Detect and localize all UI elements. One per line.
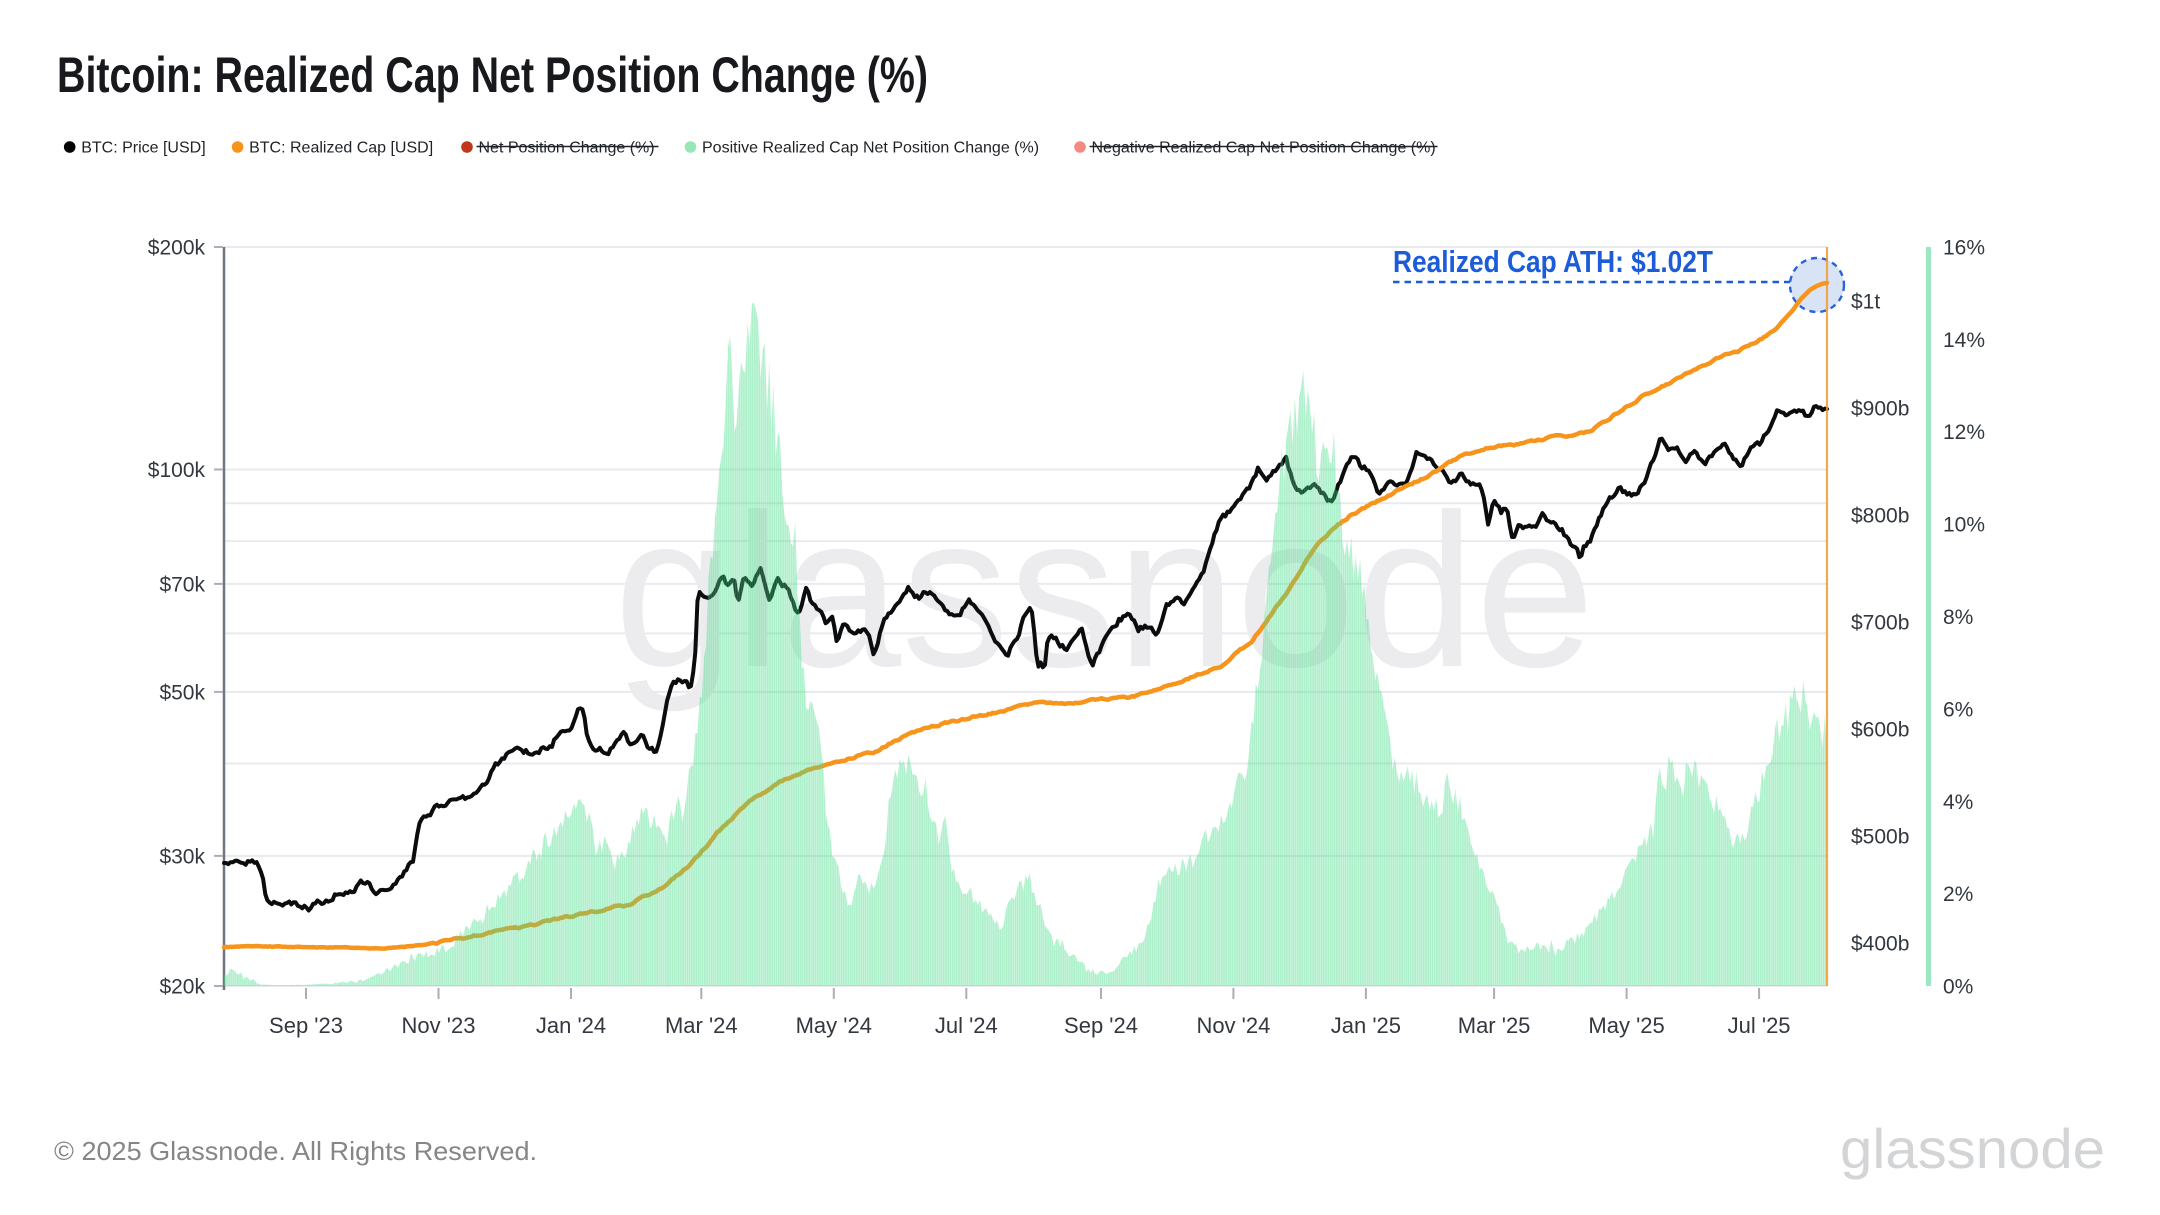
svg-text:$20k: $20k xyxy=(159,976,205,999)
svg-text:Realized Cap ATH: $1.02T: Realized Cap ATH: $1.02T xyxy=(1393,244,1713,279)
svg-text:14%: 14% xyxy=(1943,329,1985,352)
svg-text:BTC: Realized Cap [USD]: BTC: Realized Cap [USD] xyxy=(249,140,433,157)
svg-text:$600b: $600b xyxy=(1851,719,1909,742)
svg-text:$30k: $30k xyxy=(159,845,205,868)
svg-text:4%: 4% xyxy=(1943,791,1973,814)
svg-text:0%: 0% xyxy=(1943,976,1973,999)
svg-text:8%: 8% xyxy=(1943,606,1973,629)
svg-text:$100k: $100k xyxy=(148,459,206,482)
svg-text:Mar '24: Mar '24 xyxy=(665,1013,738,1038)
svg-text:Nov '23: Nov '23 xyxy=(402,1013,476,1038)
svg-text:Mar '25: Mar '25 xyxy=(1458,1013,1531,1038)
svg-text:2%: 2% xyxy=(1943,883,1973,906)
svg-text:Positive Realized Cap Net Posi: Positive Realized Cap Net Position Chang… xyxy=(702,140,1039,157)
svg-text:$800b: $800b xyxy=(1851,504,1909,527)
svg-text:6%: 6% xyxy=(1943,698,1973,721)
svg-text:Jan '25: Jan '25 xyxy=(1331,1013,1401,1038)
svg-text:$1t: $1t xyxy=(1851,290,1880,313)
svg-text:Nov '24: Nov '24 xyxy=(1196,1013,1270,1038)
svg-text:BTC: Price [USD]: BTC: Price [USD] xyxy=(81,140,205,157)
svg-text:16%: 16% xyxy=(1943,237,1985,260)
svg-text:$500b: $500b xyxy=(1851,826,1909,849)
svg-text:Jul '25: Jul '25 xyxy=(1728,1013,1791,1038)
svg-text:© 2025 Glassnode. All Rights R: © 2025 Glassnode. All Rights Reserved. xyxy=(54,1136,537,1166)
svg-text:Negative Realized Cap Net Posi: Negative Realized Cap Net Position Chang… xyxy=(1092,140,1436,157)
svg-text:May '25: May '25 xyxy=(1588,1013,1664,1038)
svg-text:$900b: $900b xyxy=(1851,397,1909,420)
svg-text:glassnode: glassnode xyxy=(1840,1117,2105,1180)
svg-text:Jan '24: Jan '24 xyxy=(536,1013,606,1038)
svg-text:$400b: $400b xyxy=(1851,933,1909,956)
svg-text:$50k: $50k xyxy=(159,681,205,704)
svg-text:May '24: May '24 xyxy=(796,1013,872,1038)
svg-text:Sep '23: Sep '23 xyxy=(269,1013,343,1038)
svg-text:Jul '24: Jul '24 xyxy=(935,1013,998,1038)
svg-text:$200k: $200k xyxy=(148,237,206,260)
svg-text:$70k: $70k xyxy=(159,573,205,596)
svg-text:Sep '24: Sep '24 xyxy=(1064,1013,1138,1038)
svg-text:12%: 12% xyxy=(1943,421,1985,444)
svg-text:Net Position Change (%): Net Position Change (%) xyxy=(479,140,655,157)
svg-text:$700b: $700b xyxy=(1851,611,1909,634)
svg-text:10%: 10% xyxy=(1943,514,1985,537)
svg-text:Bitcoin: Realized Cap Net Posi: Bitcoin: Realized Cap Net Position Chang… xyxy=(57,47,928,103)
